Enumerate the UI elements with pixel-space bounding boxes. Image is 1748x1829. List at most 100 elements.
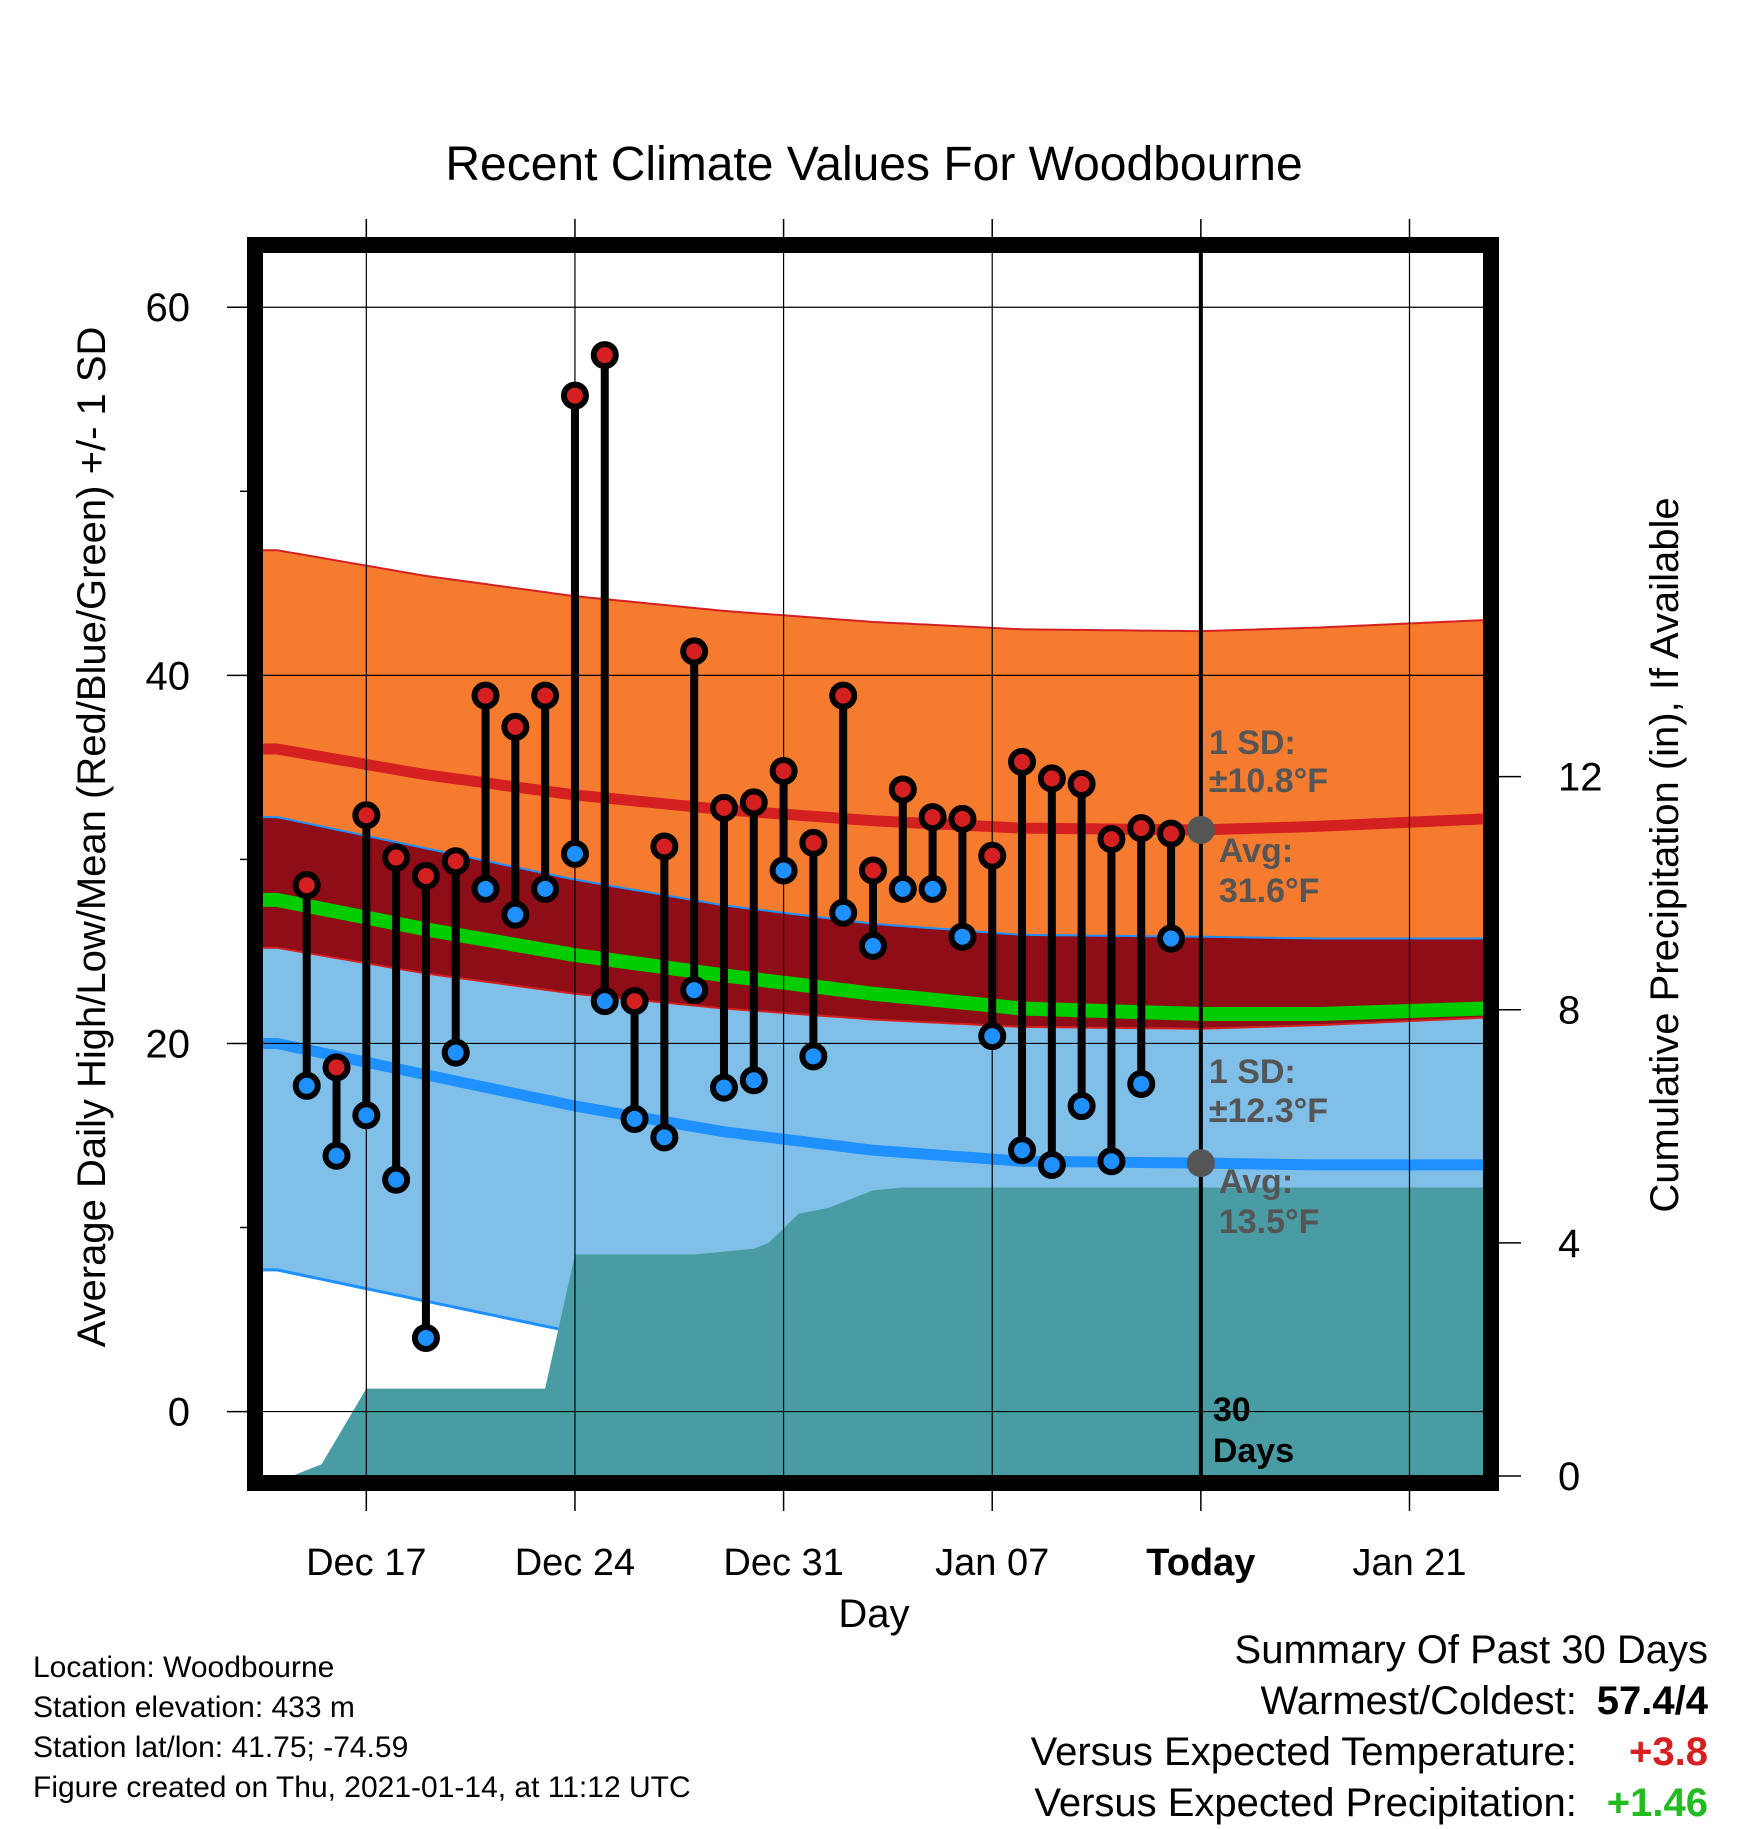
high-point — [769, 757, 798, 786]
high-point — [739, 788, 768, 817]
low-normal-line — [262, 1038, 1484, 1171]
high-point — [829, 681, 858, 710]
x-tick-label: Jan 07 — [935, 1542, 1049, 1584]
high-point — [1067, 769, 1096, 798]
summary-value: +3.8 — [1629, 1730, 1708, 1774]
high-point — [709, 793, 738, 822]
low-avg-value: 13.5°F — [1219, 1203, 1320, 1241]
high-point — [888, 775, 917, 804]
high-point — [1008, 747, 1037, 776]
y-axis-label-left: Average Daily High/Low/Mean (Red/Blue/Gr… — [70, 327, 114, 1348]
high-point — [680, 637, 709, 666]
summary-value: +1.46 — [1606, 1781, 1708, 1825]
low-point — [680, 976, 709, 1005]
low-sd-label: 1 SD: — [1209, 1053, 1296, 1091]
low-point — [918, 874, 947, 903]
summary-row: Warmest/Coldest: 57.4/4 — [1031, 1676, 1709, 1727]
low-point — [769, 856, 798, 885]
y-tick-label-left: 60 — [146, 286, 191, 330]
x-tick-label: Jan 21 — [1352, 1542, 1466, 1584]
summary-value: 57.4/4 — [1596, 1679, 1708, 1723]
days-marker-number: 30 — [1213, 1391, 1251, 1429]
high-point — [620, 987, 649, 1016]
high-point — [799, 828, 828, 857]
y-tick-label-left: 40 — [146, 654, 191, 698]
high-point — [1127, 814, 1156, 843]
summary-panel: Summary Of Past 30 Days Warmest/Coldest:… — [1031, 1625, 1708, 1829]
x-tick-label: Today — [1146, 1542, 1255, 1584]
low-point — [1157, 924, 1186, 953]
mean-overlap-band — [262, 817, 1484, 1029]
y-tick-label-right: 4 — [1558, 1222, 1580, 1266]
y-tick-label-left: 0 — [168, 1391, 190, 1435]
low-point — [1037, 1150, 1066, 1179]
summary-title: Summary Of Past 30 Days — [1234, 1628, 1708, 1672]
high-point — [292, 871, 321, 900]
location-text: Location: Woodbourne — [33, 1651, 335, 1684]
low-point — [1127, 1069, 1156, 1098]
high-normal-line — [262, 743, 1484, 836]
high-point — [650, 832, 679, 861]
created-text: Figure created on Thu, 2021-01-14, at 11… — [33, 1771, 691, 1804]
high-point — [382, 843, 411, 872]
latlon-text: Station lat/lon: 41.75; -74.59 — [33, 1731, 409, 1764]
low-point — [1067, 1092, 1096, 1121]
precipitation-area — [291, 1187, 1484, 1476]
mean-normal-line — [262, 892, 1484, 1021]
low-point — [560, 839, 589, 868]
low-point — [352, 1101, 381, 1130]
x-axis-label: Day — [838, 1592, 909, 1636]
low-point — [650, 1123, 679, 1152]
low-point — [948, 922, 977, 951]
high-point — [501, 712, 530, 741]
high-point — [471, 681, 500, 710]
high-sd-value: ±10.8°F — [1209, 762, 1328, 800]
high-point — [531, 681, 560, 710]
high-point — [322, 1053, 351, 1082]
x-tick-label: Dec 17 — [306, 1542, 426, 1584]
low-point — [471, 874, 500, 903]
high-point — [859, 856, 887, 885]
days-marker-label: Days — [1213, 1432, 1294, 1470]
plot-frame — [247, 237, 1499, 1491]
station-info: Location: Woodbourne Station elevation: … — [33, 1648, 691, 1808]
low-point — [531, 874, 560, 903]
y-tick-label-right: 12 — [1558, 756, 1603, 800]
low-point — [829, 898, 858, 927]
summary-label: Versus Expected Precipitation: — [1034, 1781, 1577, 1825]
high-point — [948, 804, 977, 833]
low-sd-value: ±12.3°F — [1209, 1092, 1328, 1130]
x-tick-label: Dec 31 — [723, 1542, 843, 1584]
chart-title: Recent Climate Values For Woodbourne — [445, 138, 1302, 191]
high-point — [1157, 819, 1186, 848]
high-sd-upper-line — [262, 549, 1484, 633]
low-avg-label: Avg: — [1219, 1163, 1293, 1201]
low-point — [888, 874, 917, 903]
low-point — [1008, 1136, 1037, 1165]
x-tick-label: Dec 24 — [515, 1542, 635, 1584]
high-sd-lower-line — [262, 946, 1484, 1030]
y-tick-label-right: 0 — [1558, 1455, 1580, 1499]
summary-row: Versus Expected Temperature: +3.8 — [1031, 1727, 1708, 1778]
low-point — [799, 1042, 828, 1071]
high-point — [560, 381, 589, 410]
summary-label: Warmest/Coldest: — [1260, 1679, 1577, 1723]
high-avg-marker — [1186, 815, 1215, 844]
y-tick-label-left: 20 — [146, 1022, 191, 1066]
high-avg-value: 31.6°F — [1219, 872, 1320, 910]
high-point — [1037, 764, 1066, 793]
low-point — [620, 1104, 649, 1133]
elevation-text: Station elevation: 433 m — [33, 1691, 355, 1724]
high-point — [352, 801, 381, 830]
low-point — [739, 1066, 768, 1095]
low-point — [411, 1323, 440, 1352]
high-avg-label: Avg: — [1219, 832, 1293, 870]
high-point — [1097, 825, 1126, 854]
high-point — [918, 803, 947, 832]
low-point — [590, 987, 619, 1016]
y-tick-label-right: 8 — [1558, 989, 1580, 1033]
high-point — [978, 841, 1007, 870]
low-point — [859, 931, 887, 960]
low-point — [441, 1038, 470, 1067]
